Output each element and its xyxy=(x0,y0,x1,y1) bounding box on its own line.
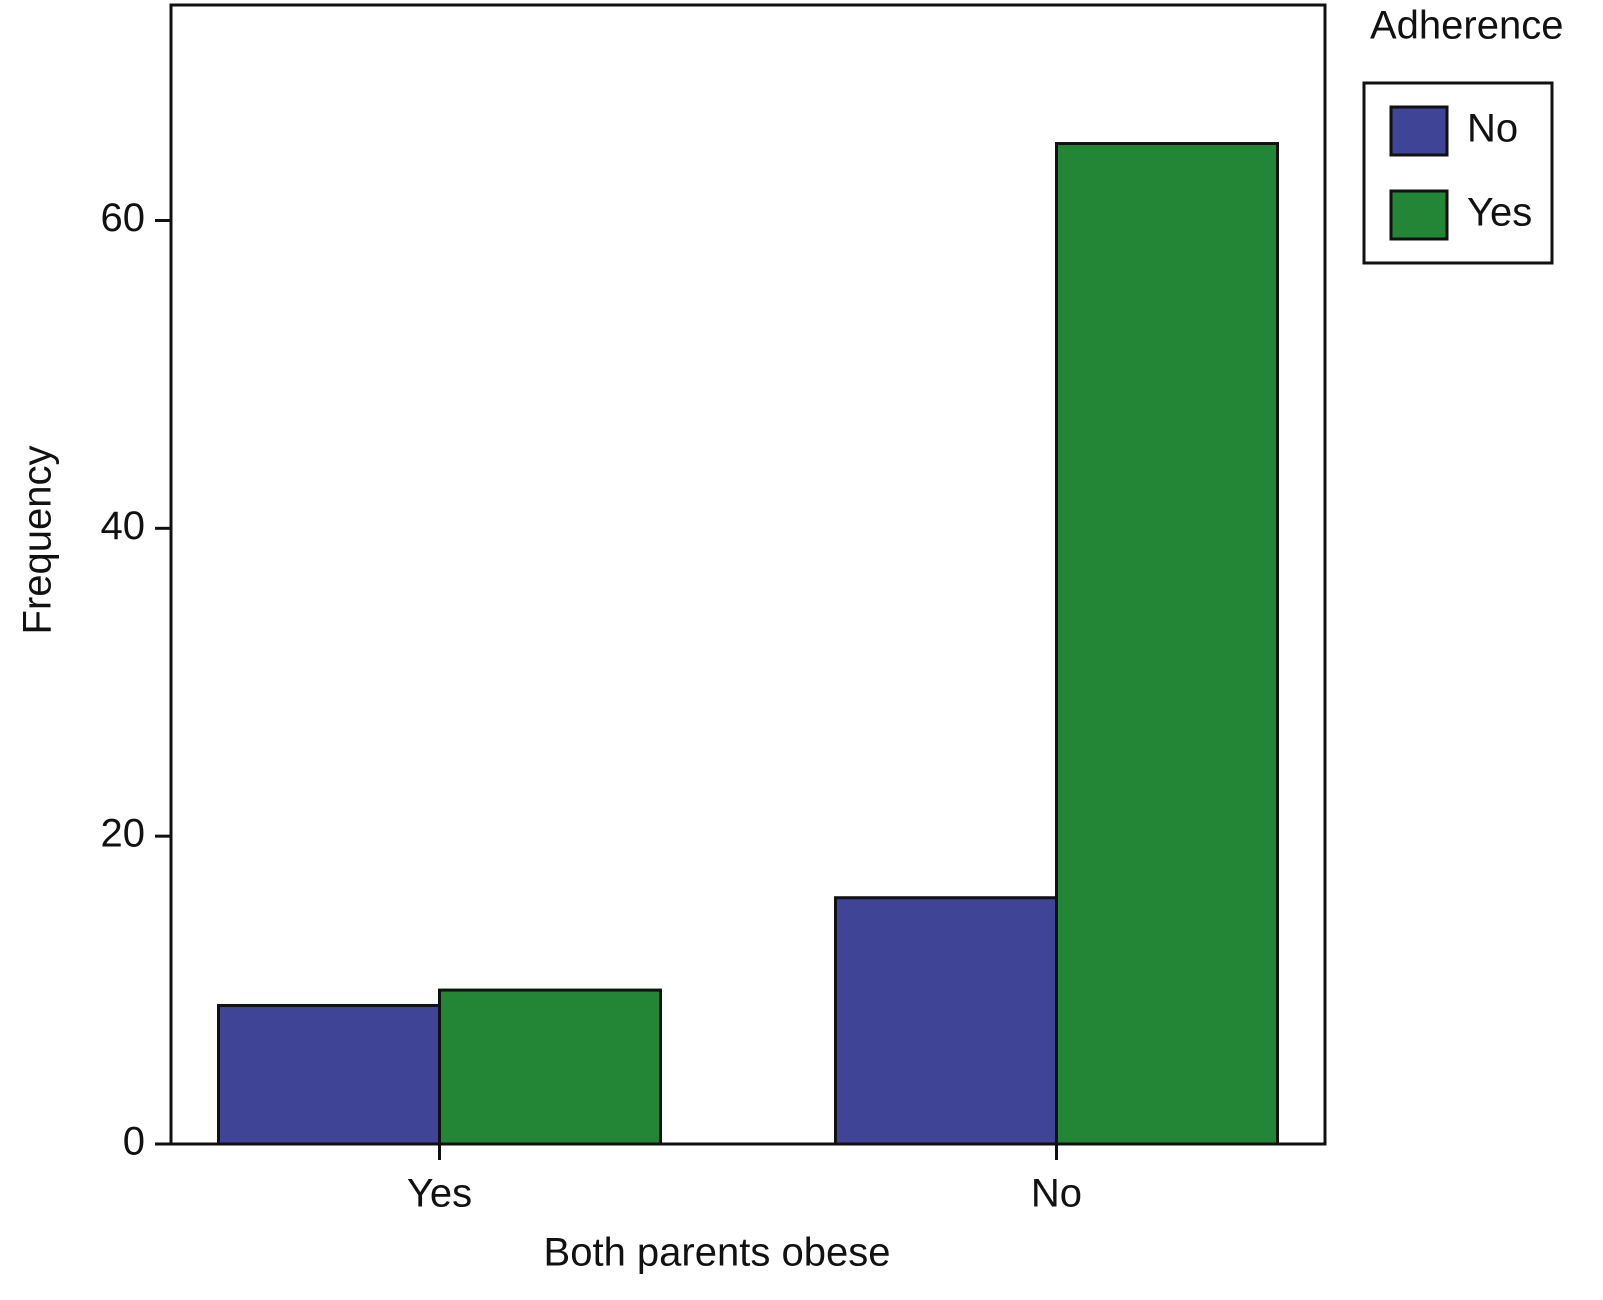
y-tick-label: 0 xyxy=(123,1120,145,1164)
legend-label: No xyxy=(1467,107,1518,151)
x-tick-label: Yes xyxy=(407,1172,472,1216)
legend-box xyxy=(1362,81,1554,265)
legend-swatch xyxy=(1389,105,1449,157)
y-axis-label: Frequency xyxy=(16,446,60,635)
y-tick-label: 60 xyxy=(101,196,146,240)
legend-label: Yes xyxy=(1467,191,1532,235)
y-tick-label: 40 xyxy=(101,504,146,548)
bar xyxy=(438,988,662,1146)
bar xyxy=(217,1003,441,1146)
bar xyxy=(834,896,1058,1146)
plot-frame xyxy=(169,3,1327,1146)
y-tick-label: 20 xyxy=(101,812,146,856)
x-tick-label: No xyxy=(1031,1172,1082,1216)
legend-title: Adherence xyxy=(1370,4,1563,48)
x-axis-label: Both parents obese xyxy=(544,1231,891,1275)
legend-swatch xyxy=(1389,189,1449,241)
bar xyxy=(1055,142,1279,1146)
